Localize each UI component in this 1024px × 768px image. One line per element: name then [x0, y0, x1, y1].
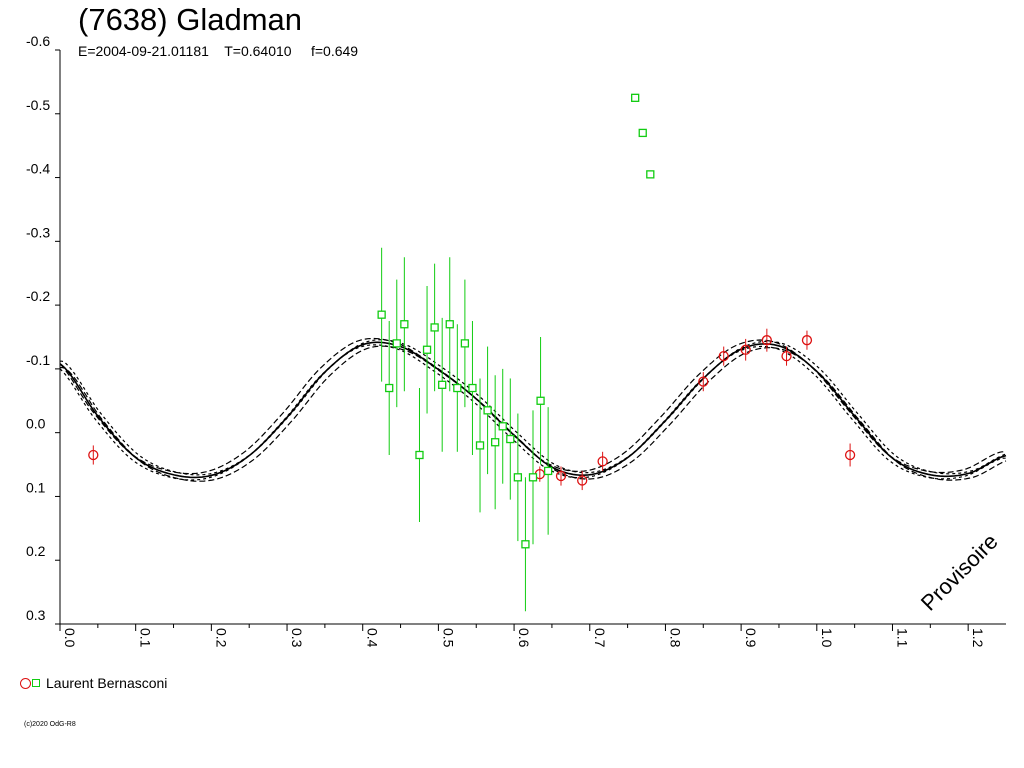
y-tick-label: 0.1 — [26, 479, 46, 495]
data-point-circle — [88, 449, 99, 461]
data-point-square — [646, 170, 655, 179]
x-tick-label: 0.7 — [592, 628, 608, 648]
data-point-square — [377, 310, 386, 319]
data-point-square — [438, 380, 447, 389]
data-point-square — [475, 441, 485, 450]
data-point-square — [392, 339, 401, 348]
data-point-square — [453, 383, 462, 393]
legend-circle-marker — [20, 677, 31, 689]
x-tick-label: 0.0 — [62, 628, 78, 648]
data-point-circle — [718, 350, 729, 362]
data-point-square — [400, 320, 409, 329]
x-tick-label: 0.4 — [365, 628, 381, 648]
data-point-square — [468, 383, 477, 393]
chart-subtitle: E=2004-09-21.01181 T=0.64010 f=0.649 — [78, 43, 359, 59]
y-tick-label: -0.1 — [26, 352, 50, 368]
data-point-circle — [761, 335, 773, 346]
data-point-square — [521, 540, 530, 549]
data-point-circle — [801, 335, 813, 346]
y-tick-label: -0.4 — [26, 161, 50, 177]
data-point-circle — [597, 456, 608, 467]
data-point-square — [528, 473, 538, 482]
data-point-square — [430, 323, 439, 332]
data-point-square — [445, 320, 454, 329]
x-tick-label: 0.2 — [213, 628, 229, 648]
fit-envelope-curve — [60, 345, 1007, 482]
data-point-square — [536, 396, 545, 405]
data-point-square — [631, 93, 640, 102]
x-tick-label: 0.3 — [289, 628, 305, 648]
copyright: (c)2020 OdG-R8 — [24, 721, 76, 728]
x-tick-label: 1.2 — [970, 628, 986, 648]
data-point-square — [491, 438, 500, 447]
x-tick-label: 1.0 — [819, 628, 835, 648]
data-point-circle — [555, 470, 567, 482]
data-point-square — [638, 128, 647, 138]
data-point-circle — [740, 344, 751, 355]
data-point-square — [415, 450, 424, 460]
x-tick-label: 0.8 — [667, 628, 683, 648]
data-point-circle — [781, 350, 792, 362]
data-point-square — [385, 383, 394, 393]
plot-axes: -0.6 -0.5 -0.4 -0.3 -0.2 -0.1 0.0 0.1 0.2 0.3 0.0 0… — [26, 33, 1006, 648]
y-tick-label: -0.6 — [26, 33, 50, 49]
data-point-square — [506, 434, 515, 444]
legend-label: Laurent Bernasconi — [46, 675, 168, 691]
x-tick-label: 0.9 — [743, 628, 759, 648]
data-point-circle — [577, 475, 588, 486]
y-tick-label: 0.3 — [26, 607, 46, 623]
data-point-square — [498, 422, 507, 431]
x-tick-label: 0.5 — [440, 628, 456, 648]
y-tick-label: 0.2 — [26, 543, 46, 559]
x-tick-label: 0.1 — [138, 628, 154, 648]
data-point-square — [460, 339, 470, 348]
chart-title: (7638) Gladman — [78, 2, 303, 37]
y-tick-label: -0.2 — [26, 288, 50, 304]
data-point-square — [422, 345, 432, 354]
data-point-square — [483, 406, 492, 415]
legend: Laurent Bernasconi — [20, 675, 167, 691]
x-tick-label: 1.1 — [894, 628, 910, 648]
x-tick-label: 0.6 — [516, 628, 532, 648]
data-point-circle — [698, 376, 709, 387]
y-tick-label: -0.3 — [26, 224, 50, 240]
y-tick-label: -0.5 — [26, 97, 50, 113]
data-point-square — [543, 466, 553, 476]
data-point-square — [513, 473, 523, 482]
y-tick-label: 0.0 — [26, 416, 46, 432]
watermark-text: Provisoire — [916, 529, 1003, 616]
data-points — [88, 93, 856, 612]
data-point-circle — [844, 449, 856, 461]
legend-square-marker — [32, 679, 40, 687]
